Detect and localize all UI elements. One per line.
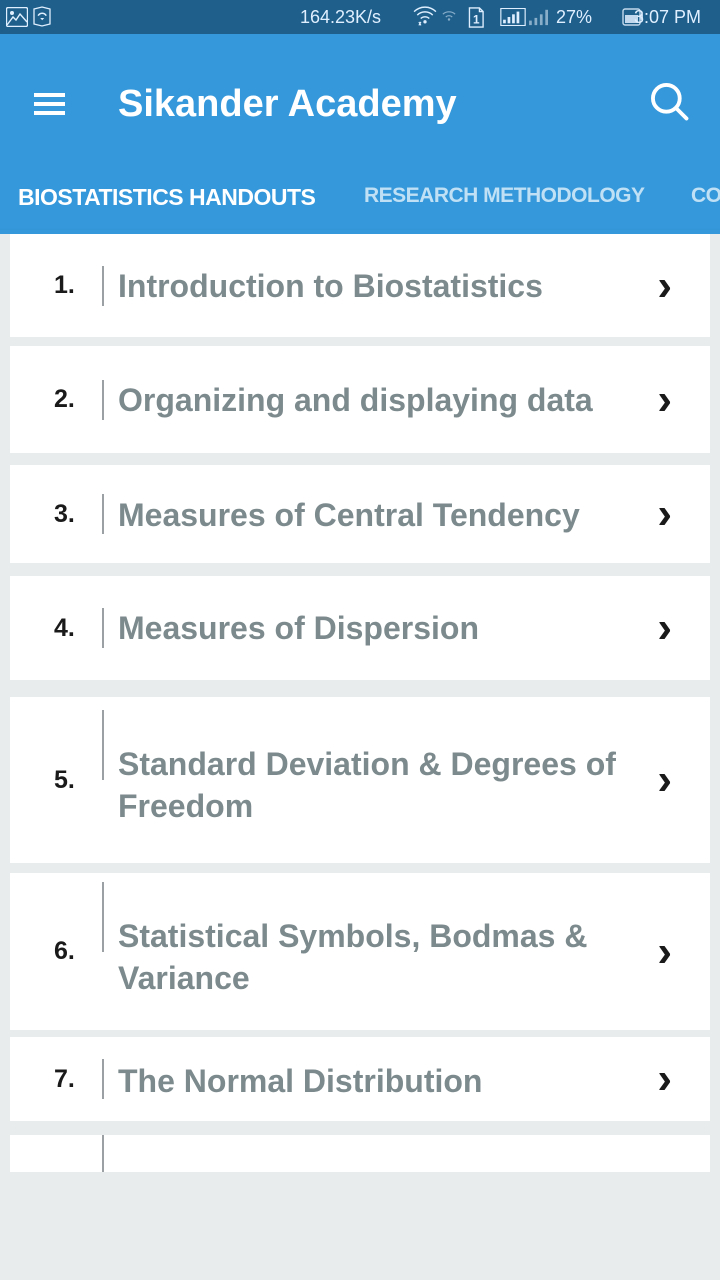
svg-text:1: 1 bbox=[473, 12, 480, 26]
